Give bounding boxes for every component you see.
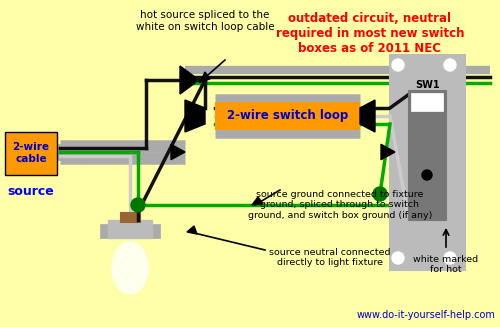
Text: source: source bbox=[8, 185, 54, 198]
Bar bbox=[152, 224, 160, 238]
Polygon shape bbox=[180, 66, 195, 94]
Text: outdated circuit, neutral
required in most new switch
boxes as of 2011 NEC: outdated circuit, neutral required in mo… bbox=[276, 12, 464, 55]
Circle shape bbox=[392, 252, 404, 264]
Circle shape bbox=[373, 187, 387, 201]
Polygon shape bbox=[360, 100, 375, 132]
Text: 2-wire
cable: 2-wire cable bbox=[12, 142, 50, 164]
Bar bbox=[408, 90, 446, 220]
Circle shape bbox=[392, 59, 404, 71]
Circle shape bbox=[422, 170, 432, 180]
FancyBboxPatch shape bbox=[215, 102, 360, 130]
Bar bbox=[120, 212, 140, 222]
Polygon shape bbox=[381, 144, 395, 160]
Bar bbox=[100, 224, 108, 238]
Text: white marked
for hot: white marked for hot bbox=[414, 255, 478, 274]
Bar bbox=[390, 55, 465, 270]
Text: www.do-it-yourself-help.com: www.do-it-yourself-help.com bbox=[356, 310, 495, 320]
FancyBboxPatch shape bbox=[5, 132, 57, 175]
Text: source ground connected to fixture
ground, spliced through to switch
ground, and: source ground connected to fixture groun… bbox=[248, 190, 432, 220]
Text: source neutral connected
directly to light fixture: source neutral connected directly to lig… bbox=[269, 248, 391, 267]
Polygon shape bbox=[171, 144, 185, 160]
Polygon shape bbox=[187, 226, 197, 234]
Text: 2-wire switch loop: 2-wire switch loop bbox=[227, 110, 348, 123]
Circle shape bbox=[444, 252, 456, 264]
Polygon shape bbox=[200, 72, 210, 82]
Text: hot source spliced to the
white on switch loop cable: hot source spliced to the white on switc… bbox=[136, 10, 274, 32]
Bar bbox=[411, 93, 443, 111]
Circle shape bbox=[444, 59, 456, 71]
Polygon shape bbox=[185, 100, 205, 132]
Circle shape bbox=[131, 198, 145, 212]
Text: SW1: SW1 bbox=[416, 80, 440, 90]
Bar bbox=[108, 220, 152, 238]
Ellipse shape bbox=[112, 242, 148, 294]
Polygon shape bbox=[252, 197, 263, 205]
